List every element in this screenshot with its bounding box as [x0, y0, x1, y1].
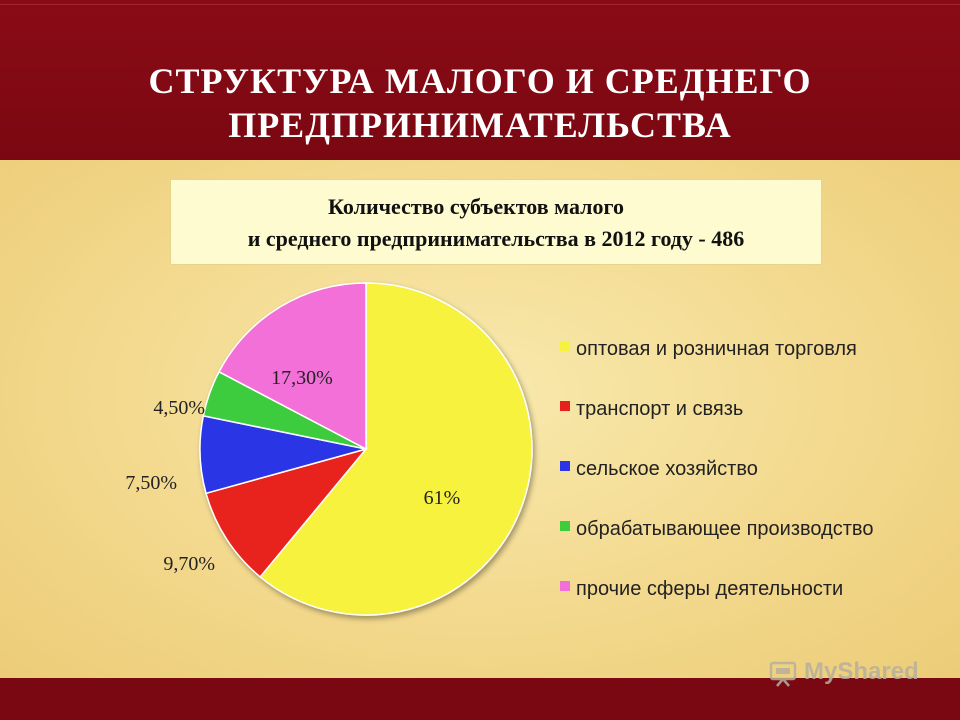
- legend-label: обрабатывающее производство: [576, 518, 873, 540]
- page-title-line1: СТРУКТУРА МАЛОГО И СРЕДНЕГО: [148, 61, 812, 101]
- legend-swatch: [560, 341, 570, 351]
- footer-bar: [0, 678, 960, 720]
- info-line-2: и среднего предпринимательства в 2012 го…: [247, 226, 745, 251]
- pie-slices: [199, 282, 533, 616]
- pie-slice: [259, 282, 533, 616]
- presentation-icon: [769, 661, 797, 687]
- pie-value-label: 17,30%: [271, 367, 333, 389]
- info-line-1: Количество субъектов малого: [328, 194, 624, 219]
- legend-swatch: [560, 581, 570, 591]
- header-inner-border: [0, 4, 960, 159]
- pie-slice: [218, 282, 367, 451]
- watermark-text: MyShared: [804, 658, 919, 685]
- pie-value-label: 4,50%: [153, 397, 205, 419]
- legend-swatch: [560, 461, 570, 471]
- legend-label: оптовая и розничная торговля: [576, 338, 857, 360]
- pie-value-label: 7,50%: [125, 472, 177, 494]
- legend-label: транспорт и связь: [576, 398, 743, 420]
- legend-swatch: [560, 401, 570, 411]
- pie-value-labels: 61% 9,70% 7,50% 4,50% 17,30%: [125, 367, 460, 575]
- legend-label: прочие сферы деятельности: [576, 578, 843, 600]
- pie-value-label: 9,70%: [163, 553, 215, 575]
- chart-legend: оптовая и розничная торговля транспорт и …: [560, 338, 873, 600]
- page-title-line2: ПРЕДПРИНИМАТЕЛЬСТВА: [228, 105, 732, 145]
- watermark: MyShared: [768, 655, 919, 689]
- legend-label: сельское хозяйство: [576, 458, 758, 480]
- legend-swatch: [560, 521, 570, 531]
- pie-slice: [205, 447, 369, 578]
- pie-value-label: 61%: [424, 487, 461, 509]
- info-box: Количество субъектов малого и среднего п…: [170, 179, 822, 265]
- header-bar: СТРУКТУРА МАЛОГО И СРЕДНЕГО ПРЕДПРИНИМАТ…: [0, 0, 960, 160]
